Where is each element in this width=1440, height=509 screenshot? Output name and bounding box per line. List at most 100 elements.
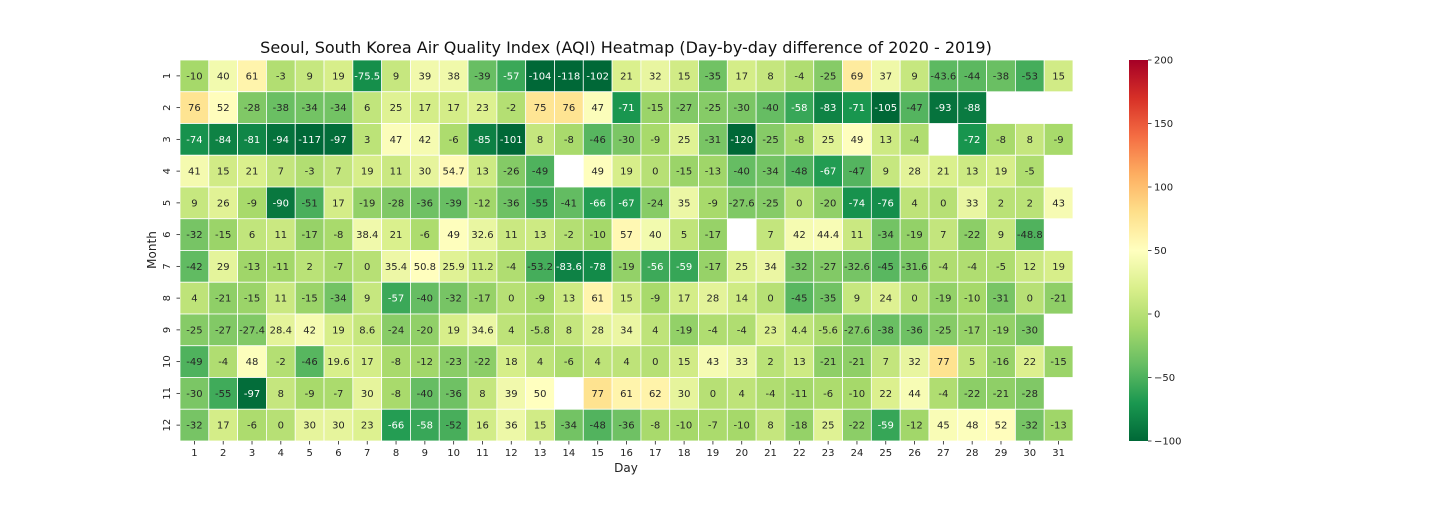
cell-value-label: 57 [620,230,633,241]
cell-value-label: -19 [359,198,375,209]
cell-value-label: -7 [333,389,343,400]
heatmap-cell [237,186,267,220]
cell-value-label: -74 [849,198,865,209]
cell-value-label: -25 [762,135,778,146]
cell-value-label: 19 [1052,262,1065,273]
cell-value-label: -3 [305,167,315,178]
x-tick-label: 9 [422,448,428,459]
cell-value-label: 45 [937,421,950,432]
cell-value-label: -5.8 [530,325,550,336]
cell-value-label: -8 [794,135,804,146]
cell-value-label: -27.4 [239,325,265,336]
cell-value-label: 43 [707,357,720,368]
cell-value-label: 30 [678,389,691,400]
cell-value-label: -35 [705,71,721,82]
heatmap-cell [266,408,296,442]
cell-value-label: -17 [474,294,490,305]
cell-value-label: -90 [273,198,289,209]
y-tick-label: 10 [162,355,173,368]
cell-value-label: -17 [301,230,317,241]
heatmap-cell [1014,186,1045,220]
cell-value-label: 19 [361,167,374,178]
x-tick-label: 25 [879,448,892,459]
x-tick-label: 2 [220,448,226,459]
cell-value-label: 29 [217,262,230,273]
heatmap-cell [381,218,411,251]
x-tick-label: 28 [966,448,979,459]
cell-value-label: 9 [911,71,917,82]
heatmap-cell [870,186,901,220]
heatmap-cell [784,59,815,93]
heatmap-cell [928,377,959,410]
cell-value-label: 28 [908,167,921,178]
cell-value-label: 13 [476,167,489,178]
cell-value-label: 30 [303,421,316,432]
cell-value-label: -101 [500,135,523,146]
colorbar-tick-label: −100 [1154,437,1181,448]
heatmap-cell [928,408,959,442]
heatmap-cell [986,313,1016,347]
heatmap-cell [467,186,498,220]
heatmap-cell [957,218,987,251]
x-tick-label: 6 [335,448,341,459]
heatmap-cell [381,123,411,156]
cell-value-label: 69 [851,71,864,82]
heatmap-cell [784,377,815,410]
heatmap-cell [266,377,296,410]
cell-value-label: -12 [906,421,922,432]
cell-value-label: -40 [734,167,750,178]
heatmap-cell [294,186,325,220]
cell-value-label: -9 [247,198,257,209]
heatmap-cell [525,377,555,410]
cell-value-label: -19 [906,230,922,241]
heatmap-cell [640,408,671,442]
cell-value-label: -17 [705,230,721,241]
cell-value-label: 13 [534,230,547,241]
cell-value-label: -46 [301,357,317,368]
cell-value-label: 76 [188,103,201,114]
cell-value-label: -78 [590,262,606,273]
cell-value-label: 43 [1052,198,1065,209]
cell-value-label: -58 [417,421,433,432]
cell-value-label: -26 [503,167,519,178]
cell-value-label: -4 [506,262,516,273]
heatmap-cell [266,250,296,283]
heatmap-cell [266,186,296,220]
cell-value-label: 25 [822,135,835,146]
x-tick-label: 4 [278,448,284,459]
heatmap-cell [611,250,642,283]
cell-value-label: -12 [474,198,490,209]
cell-value-label: 42 [793,230,806,241]
cell-value-label: -21 [849,357,865,368]
x-tick-label: 21 [764,448,777,459]
cell-value-label: -71 [618,103,634,114]
heatmap-cell [986,123,1016,156]
heatmap-cell [698,313,728,347]
heatmap-cell [813,91,843,124]
cell-value-label: 9 [998,230,1004,241]
heatmap-cell [554,59,584,93]
heatmap-cell [410,154,440,188]
heatmap-cell [698,59,728,93]
cell-value-label: 5 [681,230,687,241]
heatmap-cell [640,250,671,283]
heatmap-cell [582,377,613,410]
heatmap-cell [640,218,671,251]
x-axis-ticks: 1 2 3 4 5 6 7 8 9 10 11 12 13 14 15 16 17 18 19 20 21 22 23 24 2… [191,441,1065,459]
heatmap-cell [410,186,440,220]
heatmap-cell [928,154,959,188]
cell-value-label: 11 [390,167,403,178]
heatmap-cell [525,186,555,220]
cell-value-label: -38 [993,71,1009,82]
heatmap-cell [1014,123,1045,156]
heatmap-cells: -10 40 61 -3 9 19 -75.5 9 39 38 -39 -57 -104 -118 -102… [179,59,1074,442]
cell-value-label: 21 [937,167,950,178]
heatmap-cell [554,186,584,220]
heatmap-cell [294,408,325,442]
cell-value-label: -102 [586,71,609,82]
cell-value-label: 25 [735,262,748,273]
heatmap-cell [669,281,699,315]
heatmap-cell [1043,123,1074,156]
heatmap-cell [842,408,872,442]
